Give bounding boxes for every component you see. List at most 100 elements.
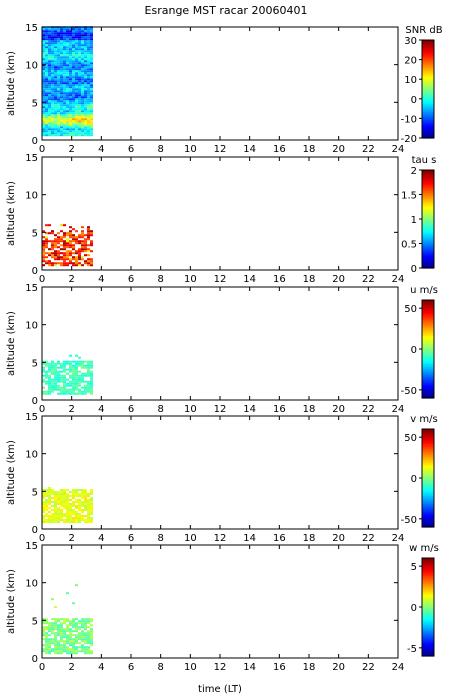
heatmap-cell [81, 100, 84, 103]
colorbar-segment [422, 191, 434, 194]
heatmap-cell [54, 86, 57, 89]
heatmap-cell [66, 238, 69, 241]
heatmap-cell [54, 62, 57, 65]
heatmap-cell [48, 489, 51, 491]
heatmap-cell [51, 112, 54, 115]
heatmap-cell [51, 72, 54, 75]
heatmap-cell [90, 40, 93, 43]
heatmap-cell [54, 521, 57, 523]
heatmap-cell [60, 38, 63, 41]
colorbar-label: u m/s [410, 285, 438, 296]
colorbar-segment [422, 124, 434, 128]
heatmap-cell [60, 68, 63, 71]
heatmap-cell [42, 36, 45, 39]
heatmap-cell [78, 517, 81, 519]
heatmap-cell [81, 360, 84, 363]
heatmap-cell [69, 102, 72, 105]
heatmap-cell [42, 252, 45, 255]
x-tick-label: 18 [303, 533, 316, 544]
heatmap-cell [69, 632, 72, 635]
heatmap-cell [69, 46, 72, 49]
heatmap-cell [75, 82, 78, 85]
heatmap-cell [48, 118, 51, 121]
heatmap-cell [90, 624, 93, 627]
heatmap-cell [81, 124, 84, 127]
heatmap-cell [42, 64, 45, 67]
colorbar-segment [422, 253, 434, 256]
heatmap-cell [69, 620, 72, 623]
heatmap-cell [60, 380, 63, 383]
colorbar-segment [422, 616, 434, 620]
colorbar-segment [422, 331, 434, 334]
heatmap-cell [54, 626, 57, 629]
x-tick-label: 20 [332, 144, 345, 155]
heatmap-cell [69, 380, 72, 383]
heatmap-cell [90, 497, 93, 499]
heatmap-cell [57, 493, 60, 495]
heatmap-cell [63, 258, 66, 261]
heatmap-cell [75, 370, 78, 373]
heatmap-cell [51, 58, 54, 61]
heatmap-cell [54, 106, 57, 109]
heatmap-cell [90, 102, 93, 105]
heatmap-cell [42, 244, 45, 247]
heatmap-cell [90, 370, 93, 373]
colorbar-segment [422, 567, 434, 571]
heatmap-cell [66, 388, 69, 391]
heatmap-cell [81, 92, 84, 95]
heatmap-cell [75, 132, 78, 135]
heatmap-cell [54, 94, 57, 97]
heatmap-cell [42, 40, 45, 43]
x-tick-label: 16 [273, 533, 286, 544]
heatmap-cell [90, 112, 93, 115]
heatmap-cell [72, 74, 75, 77]
heatmap-cell [84, 44, 87, 47]
heatmap-cell [66, 252, 69, 255]
heatmap-cell [54, 50, 57, 53]
colorbar-segment [422, 433, 434, 437]
heatmap-cell [48, 120, 51, 123]
heatmap-cell [75, 493, 78, 495]
colorbar-segment [422, 584, 434, 587]
heatmap-cell [84, 521, 87, 523]
heatmap-cell [69, 252, 72, 255]
heatmap-cell [57, 632, 60, 635]
heatmap-cell [45, 66, 48, 69]
colorbar-segment [422, 317, 434, 321]
heatmap-cell [66, 74, 69, 77]
colorbar-segment [422, 396, 434, 399]
heatmap-cell [60, 262, 63, 265]
x-tick-label: 2 [68, 144, 74, 155]
heatmap-cell [90, 364, 93, 367]
heatmap-cell [72, 120, 75, 123]
heatmap-cell [90, 30, 93, 33]
heatmap-cell [84, 86, 87, 89]
heatmap-cell [84, 640, 87, 643]
plot-frame [41, 26, 399, 141]
heatmap-cell [72, 134, 75, 137]
heatmap-cell [72, 102, 75, 105]
colorbar-segment [422, 53, 434, 56]
heatmap-cell [90, 650, 93, 653]
heatmap-cell [78, 240, 81, 243]
colorbar-segment [422, 468, 434, 471]
heatmap-cell [63, 68, 66, 71]
heatmap-cell [45, 515, 48, 517]
heatmap-cell [57, 246, 60, 249]
heatmap-cell [66, 114, 69, 117]
heatmap-cell [72, 638, 75, 641]
colorbar-segment [422, 85, 434, 88]
heatmap-cell [72, 618, 75, 621]
heatmap-cell [72, 370, 75, 373]
heatmap-cell [42, 72, 45, 75]
heatmap-cell [48, 74, 51, 77]
heatmap-cell [60, 230, 63, 233]
heatmap-cell [42, 493, 45, 495]
heatmap-cell [69, 240, 72, 243]
heatmap-cell [81, 264, 84, 267]
heatmap-cell [75, 86, 78, 89]
colorbar-segment [422, 207, 434, 210]
heatmap-cell [78, 392, 81, 395]
colorbar-segment [422, 593, 434, 597]
